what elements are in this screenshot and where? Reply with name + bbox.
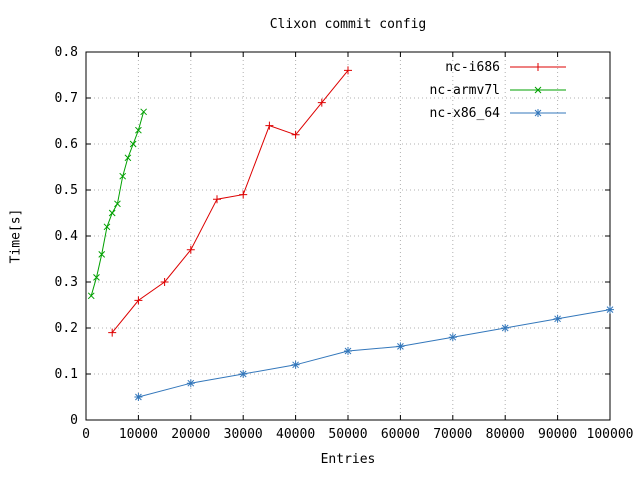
svg-text:50000: 50000 [328,427,367,442]
svg-text:20000: 20000 [171,427,210,442]
svg-text:0.1: 0.1 [55,367,78,382]
svg-text:0.3: 0.3 [55,275,78,290]
svg-text:0.4: 0.4 [55,229,79,244]
svg-text:0.8: 0.8 [55,45,78,60]
svg-text:10000: 10000 [119,427,158,442]
x-axis-label: Entries [320,452,376,467]
chart-title: Clixon commit config [269,17,427,32]
svg-text:80000: 80000 [486,427,525,442]
series-nc-armv7l [87,108,147,300]
tick-labels: 0 10000 20000 30000 40000 50000 60000 70000 8000… [55,45,634,442]
svg-text:90000: 90000 [538,427,577,442]
svg-text:0.5: 0.5 [55,183,78,198]
legend: nc-i686 nc-armv7l nc-x86_64 [430,60,566,121]
series-nc-x86_64 [134,305,614,401]
legend-label-nc-x86_64: nc-x86_64 [430,106,501,121]
svg-text:0.6: 0.6 [55,137,78,152]
svg-text:60000: 60000 [381,427,420,442]
svg-text:70000: 70000 [433,427,472,442]
svg-text:0.2: 0.2 [55,321,78,336]
grid-lines [85,51,611,421]
legend-label-nc-i686: nc-i686 [445,60,500,75]
svg-text:0: 0 [82,427,90,442]
series-nc-i686 [108,66,352,337]
y-axis-label: Time[s] [8,208,24,264]
svg-text:100000: 100000 [587,427,634,442]
svg-text:40000: 40000 [276,427,315,442]
svg-text:30000: 30000 [224,427,263,442]
axis-ticks [85,51,611,421]
svg-text:0.7: 0.7 [55,91,78,106]
svg-text:0: 0 [70,413,78,428]
legend-label-nc-armv7l: nc-armv7l [430,83,500,98]
